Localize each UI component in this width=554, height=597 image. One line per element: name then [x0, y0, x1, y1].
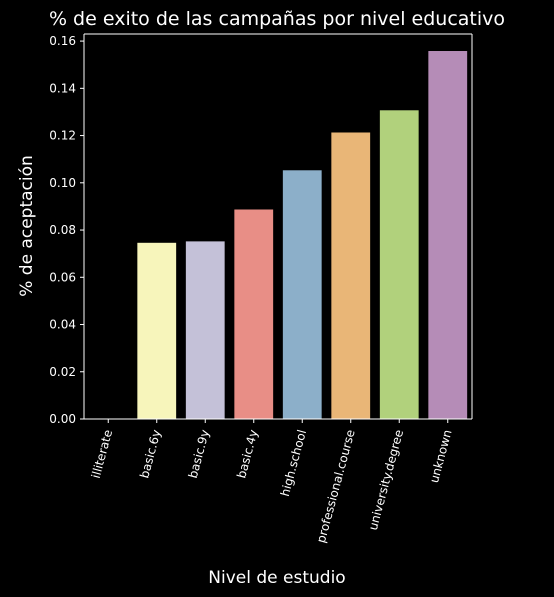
y-tick-label: 0.02 [49, 365, 76, 379]
y-tick-label: 0.10 [49, 176, 76, 190]
chart-title: % de exito de las campañas por nivel edu… [49, 8, 505, 30]
x-axis-label: Nivel de estudio [208, 568, 345, 588]
y-axis-label: % de aceptación [17, 155, 37, 297]
x-axis-ticks: illiterate basic.6y basic.9y basic.4y high.s… [89, 419, 455, 544]
y-tick-label: 0.12 [49, 129, 76, 143]
bar-university-degree [379, 110, 419, 419]
y-tick-label: 0.00 [49, 412, 76, 426]
y-tick-label: 0.16 [49, 34, 76, 48]
x-tick-label: professional.course [314, 428, 358, 544]
bar-professional-course [331, 132, 371, 419]
bar-basic-9y [185, 241, 225, 419]
bars-group [137, 51, 468, 419]
x-tick-label: illiterate [89, 428, 115, 480]
x-tick-label: basic.4y [234, 428, 260, 480]
bar-high-school [282, 170, 322, 419]
x-tick-label: high.school [278, 428, 309, 498]
y-tick-label: 0.04 [49, 318, 76, 332]
bar-unknown [428, 51, 468, 419]
x-tick-label: university.degree [366, 428, 406, 532]
x-tick-label: basic.9y [186, 428, 212, 480]
y-tick-label: 0.08 [49, 223, 76, 237]
y-axis-ticks: 0.00 0.02 0.04 0.06 0.08 0.10 0.12 0.14 0.16 [49, 34, 84, 426]
bar-basic-4y [234, 209, 274, 419]
x-tick-label: basic.6y [137, 428, 163, 480]
x-tick-label: unknown [427, 428, 455, 484]
bar-basic-6y [137, 242, 177, 419]
y-tick-label: 0.14 [49, 81, 76, 95]
y-tick-label: 0.06 [49, 270, 76, 284]
